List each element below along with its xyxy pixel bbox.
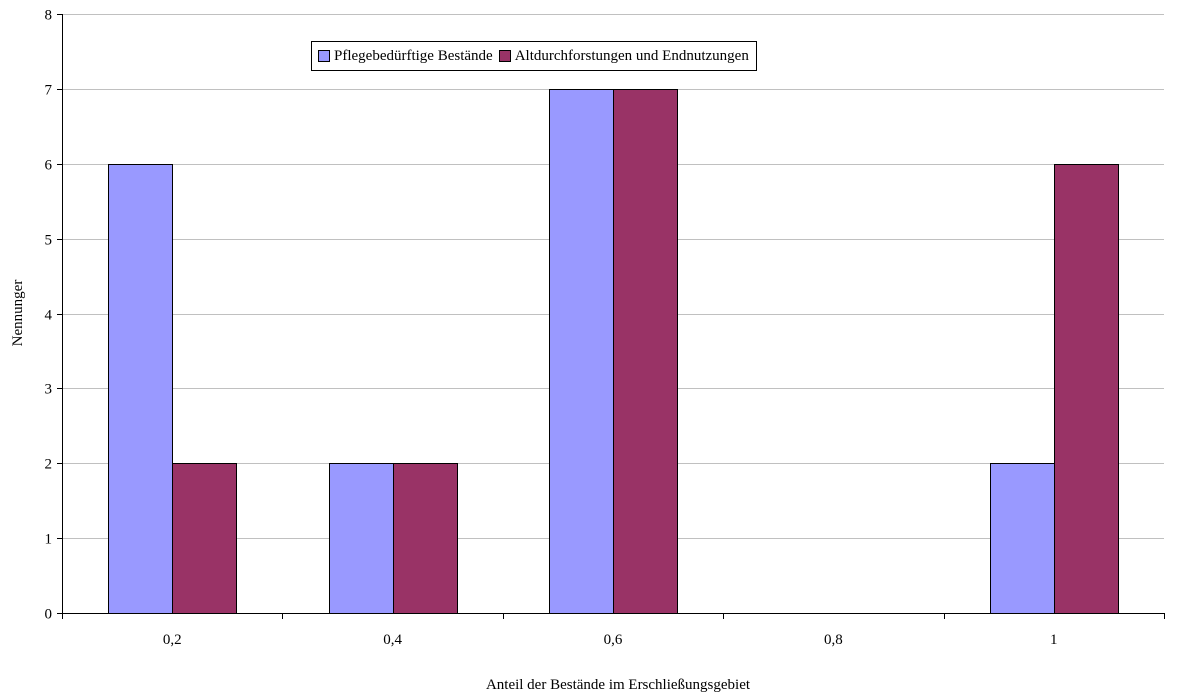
- y-tick-label: 4: [45, 308, 53, 324]
- bars: [108, 89, 1119, 614]
- legend-label-series-1: Pflegebedürftige Bestände: [334, 47, 493, 64]
- x-tick-label: 0,6: [604, 632, 623, 648]
- y-tick-label: 6: [45, 158, 53, 174]
- y-axis-title: Nennunger: [10, 280, 26, 347]
- axes: 0 1 2 3 4 5 6 7 8 0,2 0,4 0,6 0,8 1: [45, 8, 1165, 648]
- y-tick-label: 7: [45, 83, 53, 99]
- y-tick-label: 3: [45, 382, 53, 398]
- legend-entry-series-1: Pflegebedürftige Bestände: [318, 48, 493, 65]
- x-tick-label: 0,8: [824, 632, 843, 648]
- y-tick-label: 1: [45, 532, 53, 548]
- legend-swatch-series-1: [318, 50, 330, 62]
- y-tick-label: 8: [45, 8, 53, 24]
- y-tick-label: 5: [45, 233, 53, 249]
- bar-series-1: [329, 463, 394, 614]
- x-axis-title: Anteil der Bestände im Erschließungsgebi…: [486, 677, 751, 692]
- legend-label-series-2: Altdurchforstungen und Endnutzungen: [514, 47, 749, 64]
- bar-series-1: [990, 463, 1055, 614]
- bar-series-2: [1054, 164, 1119, 614]
- bar-series-2: [393, 463, 458, 614]
- y-tick-label: 2: [45, 457, 53, 473]
- bar-series-1: [108, 164, 173, 614]
- y-tick-label: 0: [45, 607, 53, 623]
- x-tick-label: 0,2: [163, 632, 182, 648]
- bar-series-1: [549, 89, 614, 614]
- legend: Pflegebedürftige Bestände Altdurchforstu…: [311, 41, 757, 71]
- bar-series-2: [613, 89, 678, 614]
- x-tick-label: 0,4: [383, 632, 402, 648]
- x-tick-label: 1: [1050, 632, 1058, 648]
- bar-series-2: [172, 463, 237, 614]
- legend-entry-series-2: Altdurchforstungen und Endnutzungen: [498, 47, 749, 65]
- legend-swatch-series-2: [498, 50, 511, 62]
